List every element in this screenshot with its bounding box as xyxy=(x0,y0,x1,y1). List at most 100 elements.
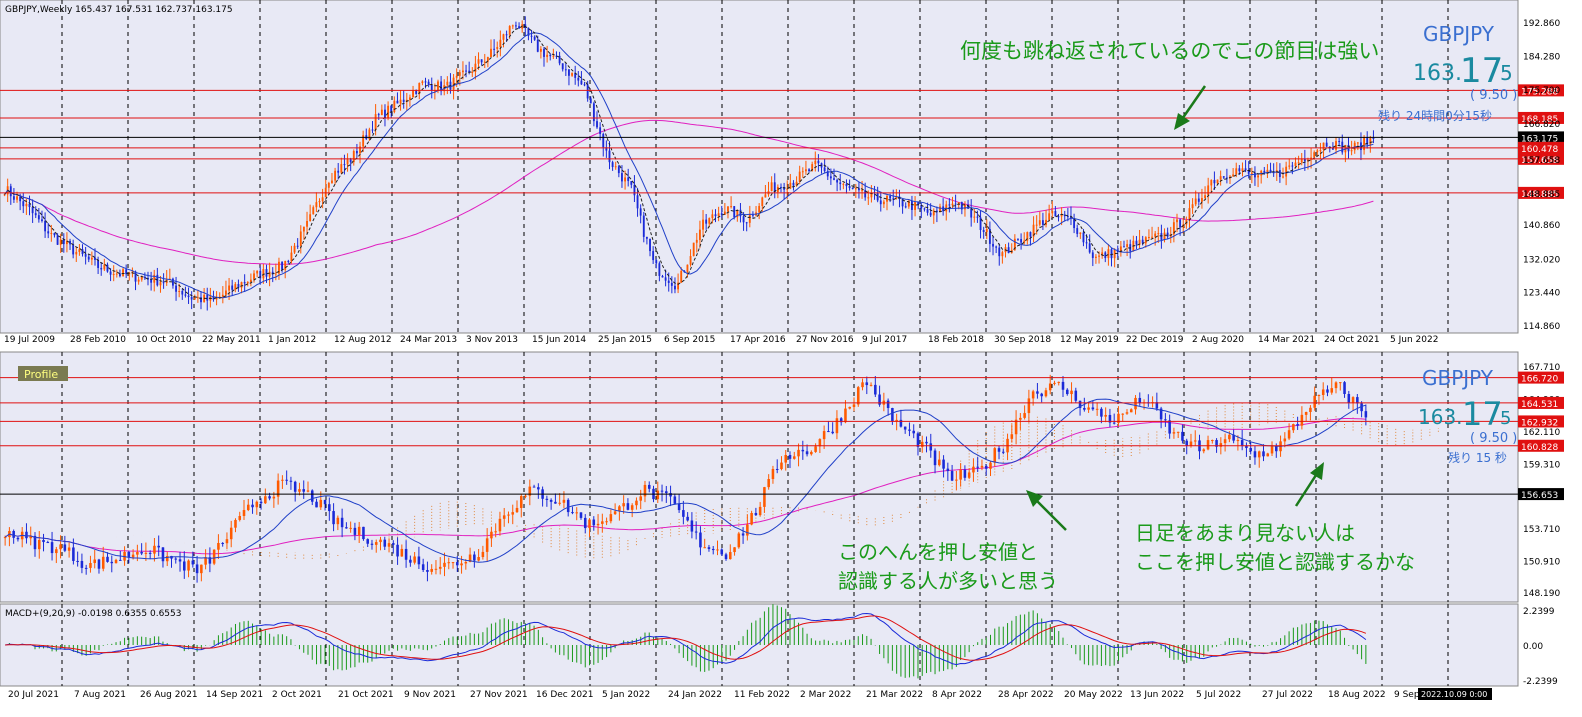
x-tick-label: 5 Jun 2022 xyxy=(1390,335,1438,345)
top-candle xyxy=(1372,137,1375,139)
macd-tick-label: -2.2399 xyxy=(1523,677,1558,687)
top-candle xyxy=(346,159,349,165)
top-series xyxy=(3,16,1375,311)
bot-candle xyxy=(763,487,766,507)
bot-candle xyxy=(119,559,122,561)
bot-candle xyxy=(1317,394,1321,396)
top-candle xyxy=(69,240,71,245)
top-candle xyxy=(960,202,963,210)
top-candle xyxy=(1319,149,1322,151)
bot-candle xyxy=(673,496,677,504)
bot-candle xyxy=(110,561,114,564)
price-tag-label: 168.185 xyxy=(1521,115,1558,125)
top-candle xyxy=(1076,228,1079,234)
axis-tick-label: 162.110 xyxy=(1523,428,1560,438)
top-candle xyxy=(246,281,249,284)
bot-candle xyxy=(195,564,199,574)
top-candle xyxy=(215,297,218,300)
x-tick-label: 9 Jul 2017 xyxy=(862,335,907,345)
top-candle xyxy=(985,228,988,232)
axis-tick-label: 157.658 xyxy=(1523,156,1560,166)
bot-candle xyxy=(1168,420,1171,434)
bot-candle xyxy=(46,542,50,544)
top-candle xyxy=(882,201,885,205)
top-candle xyxy=(97,259,100,268)
top-candle xyxy=(181,291,184,295)
price-tag-label: 164.531 xyxy=(1521,400,1558,410)
top-candle xyxy=(1172,222,1175,235)
top-candle xyxy=(471,71,474,73)
top-candle xyxy=(929,212,932,216)
bot-candle xyxy=(1002,451,1005,453)
top-candle xyxy=(293,245,296,253)
top-candle xyxy=(964,204,966,210)
bot-candle xyxy=(805,451,809,455)
macd-tick-label: 0.00 xyxy=(1523,642,1543,652)
top-candle xyxy=(911,200,913,210)
top-hlines xyxy=(0,89,1518,194)
bot-candle xyxy=(1010,434,1014,439)
bot-candle xyxy=(404,548,408,560)
top-candle xyxy=(100,267,103,270)
bot-candle xyxy=(993,448,997,463)
bot-candle xyxy=(1031,391,1035,399)
bot-candle xyxy=(592,519,596,526)
price-tag-label: 160.828 xyxy=(1521,443,1558,453)
bottom-panel[interactable]: 167.710164.900162.110159.310153.710150.9… xyxy=(0,351,1564,603)
top-candle xyxy=(589,98,592,104)
x-tick-label: 3 Nov 2013 xyxy=(466,335,518,345)
top-candle xyxy=(312,207,315,215)
bot-candle xyxy=(955,479,958,481)
top-candle xyxy=(1316,150,1319,153)
bot-candle xyxy=(1087,407,1090,410)
bot-candle xyxy=(1232,434,1235,441)
bot-candle xyxy=(899,419,903,427)
top-candle xyxy=(427,81,430,85)
top-panel[interactable]: 175.288168.185163.175160.478157.658148.8… xyxy=(0,0,1564,345)
profile-badge[interactable] xyxy=(18,366,68,381)
macd-panel[interactable]: 2.2399 0.00 -2.2399 MACD+(9,20,9) -0.0198 … xyxy=(0,603,1558,687)
top-candle xyxy=(1207,185,1210,196)
top-candle xyxy=(268,271,271,277)
top-candle xyxy=(826,171,829,177)
bot-candle xyxy=(76,560,79,562)
top-candle xyxy=(1045,219,1047,225)
top-candle xyxy=(212,296,215,300)
bot-candle xyxy=(1334,382,1338,389)
axis-tick-label: 148.190 xyxy=(1523,589,1560,599)
bot-candle xyxy=(1223,439,1227,444)
x-tick-label: 25 Jan 2015 xyxy=(598,335,652,345)
top-candle xyxy=(845,183,848,187)
top-candle xyxy=(1303,158,1306,162)
bot-candle xyxy=(703,547,706,549)
bottom-price-digits: 17 xyxy=(1462,395,1503,433)
bot-candle xyxy=(1176,431,1180,433)
top-candle xyxy=(761,197,764,206)
top-candle xyxy=(1091,252,1094,258)
axis-tick-label: 148.885 xyxy=(1523,190,1560,200)
macd-signal-line xyxy=(5,615,1367,661)
axis-tick-label: 159.310 xyxy=(1523,460,1560,470)
price-tag-bg xyxy=(1518,186,1564,199)
top-candle xyxy=(271,271,274,274)
bot-candle xyxy=(741,533,745,536)
top-candle xyxy=(621,173,623,182)
top-candle xyxy=(614,166,617,168)
x-tick-label: 13 Jun 2022 xyxy=(1130,690,1184,700)
bot-candle xyxy=(750,512,753,525)
top-candle xyxy=(770,182,773,192)
x-tick-label: 30 Sep 2018 xyxy=(994,335,1051,345)
top-candle xyxy=(861,190,863,192)
bottom-plot-bg xyxy=(0,351,1519,603)
top-candle xyxy=(571,73,574,76)
bot-candle xyxy=(519,495,523,508)
bot-candle xyxy=(818,439,822,447)
top-candle xyxy=(81,249,84,255)
bot-candle xyxy=(767,479,770,488)
price-tag-bg xyxy=(1518,111,1564,124)
bot-candle xyxy=(1061,381,1065,390)
bot-candle xyxy=(426,570,429,572)
top-candle xyxy=(1001,252,1004,257)
top-price-big: 163. xyxy=(1413,61,1462,86)
top-candle xyxy=(1278,170,1281,177)
